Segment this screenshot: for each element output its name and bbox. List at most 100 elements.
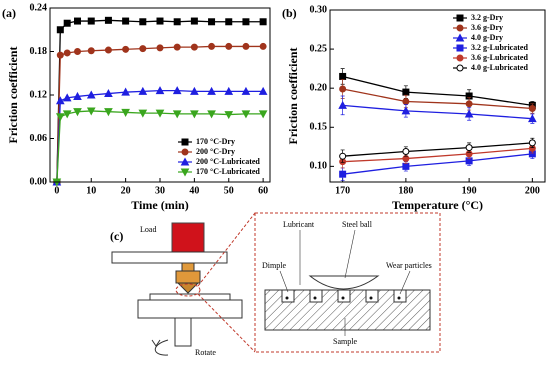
marker: [190, 110, 199, 119]
marker: [104, 108, 113, 117]
legend-marker: [456, 54, 464, 62]
marker: [56, 51, 64, 59]
marker: [225, 18, 233, 26]
marker: [62, 93, 72, 102]
y-tick-label: 0.24: [30, 2, 48, 13]
marker: [241, 110, 251, 119]
series-line: [342, 147, 533, 163]
marker: [259, 42, 267, 50]
legend-label: 170 °C-Dry: [196, 137, 235, 146]
holder: [175, 270, 201, 284]
marker: [74, 17, 81, 25]
marker: [155, 86, 165, 95]
marker: [86, 90, 96, 99]
marker: [74, 48, 81, 55]
legend-marker: [181, 138, 189, 146]
x-tick-label: 10: [86, 185, 96, 196]
ball: [176, 282, 200, 294]
series-line: [342, 104, 533, 120]
marker: [156, 44, 164, 52]
rotate-label: Rotate: [195, 348, 216, 357]
legend-label: 200 °C-Dry: [196, 147, 235, 156]
legend-marker: [180, 168, 190, 177]
marker: [62, 110, 72, 119]
marker: [402, 148, 410, 156]
marker: [402, 97, 410, 105]
y-tick-label: 0.18: [30, 46, 48, 57]
base: [137, 299, 243, 319]
marker: [190, 17, 198, 25]
marker: [339, 72, 347, 80]
y-tick-label: 0.30: [310, 4, 328, 15]
legend-label: 3.2 g-Dry: [471, 13, 503, 22]
series-line: [342, 75, 533, 107]
load-block: [171, 222, 205, 256]
plot-frame: [329, 9, 546, 183]
marker: [208, 18, 216, 26]
marker: [339, 85, 347, 93]
marker: [208, 42, 216, 50]
marker: [172, 110, 182, 119]
marker: [122, 45, 130, 53]
legend-label: 3.6 g-Lubricated: [471, 53, 528, 62]
dimples: [281, 289, 407, 303]
sample-label: Sample: [333, 337, 357, 346]
panel-label: (a): [2, 6, 16, 20]
y-tick-label: 0.25: [310, 43, 328, 54]
series-line: [342, 142, 533, 157]
marker: [56, 26, 64, 34]
marker: [242, 18, 250, 26]
marker: [104, 16, 112, 24]
zoom-circle: [175, 283, 201, 297]
marker: [339, 152, 347, 160]
x-tick-label: 190: [462, 185, 477, 196]
particles: [285, 296, 401, 300]
marker: [528, 114, 537, 123]
legend-label: 4.0 g-Dry: [471, 33, 503, 42]
legend-marker: [456, 24, 464, 32]
series-line: [342, 88, 533, 110]
steel-ball: [308, 275, 380, 290]
marker: [139, 18, 147, 26]
zoom-line: [197, 293, 256, 353]
marker: [190, 86, 199, 95]
x-tick-label: 0: [54, 185, 59, 196]
y-tick-label: 0.10: [310, 161, 328, 172]
marker: [401, 106, 411, 115]
holder: [181, 262, 195, 272]
marker: [241, 86, 251, 95]
marker: [63, 19, 71, 27]
marker: [138, 109, 148, 118]
leader-lines: [279, 229, 411, 336]
y-tick-label: 0.06: [30, 133, 48, 144]
arm: [111, 251, 228, 264]
marker: [73, 108, 82, 117]
marker: [86, 107, 96, 116]
marker: [121, 108, 130, 117]
series-line: [342, 153, 533, 175]
legend-label: 3.2 g-Lubricated: [471, 43, 528, 52]
rotate-arrow: [151, 339, 161, 347]
y-tick-label: 0.00: [30, 176, 48, 187]
sample-plate: [149, 293, 231, 301]
marker: [155, 109, 165, 118]
marker: [528, 105, 536, 113]
marker: [259, 18, 267, 26]
x-tick-label: 200: [525, 185, 540, 196]
marker: [402, 88, 410, 96]
marker: [173, 18, 181, 26]
marker: [402, 162, 410, 170]
legend-marker: [455, 33, 465, 42]
marker: [104, 88, 113, 98]
marker: [138, 86, 148, 95]
marker: [258, 110, 268, 119]
dimple-label: Dimple: [262, 261, 286, 270]
zoom-box: [254, 212, 441, 353]
marker: [465, 100, 473, 108]
marker: [339, 170, 347, 178]
legend-label: 200 °C-Lubricated: [196, 157, 260, 166]
marker: [139, 45, 147, 53]
panel-label: (c): [110, 229, 123, 243]
legend-label: 170 °C-Lubricated: [196, 167, 260, 176]
